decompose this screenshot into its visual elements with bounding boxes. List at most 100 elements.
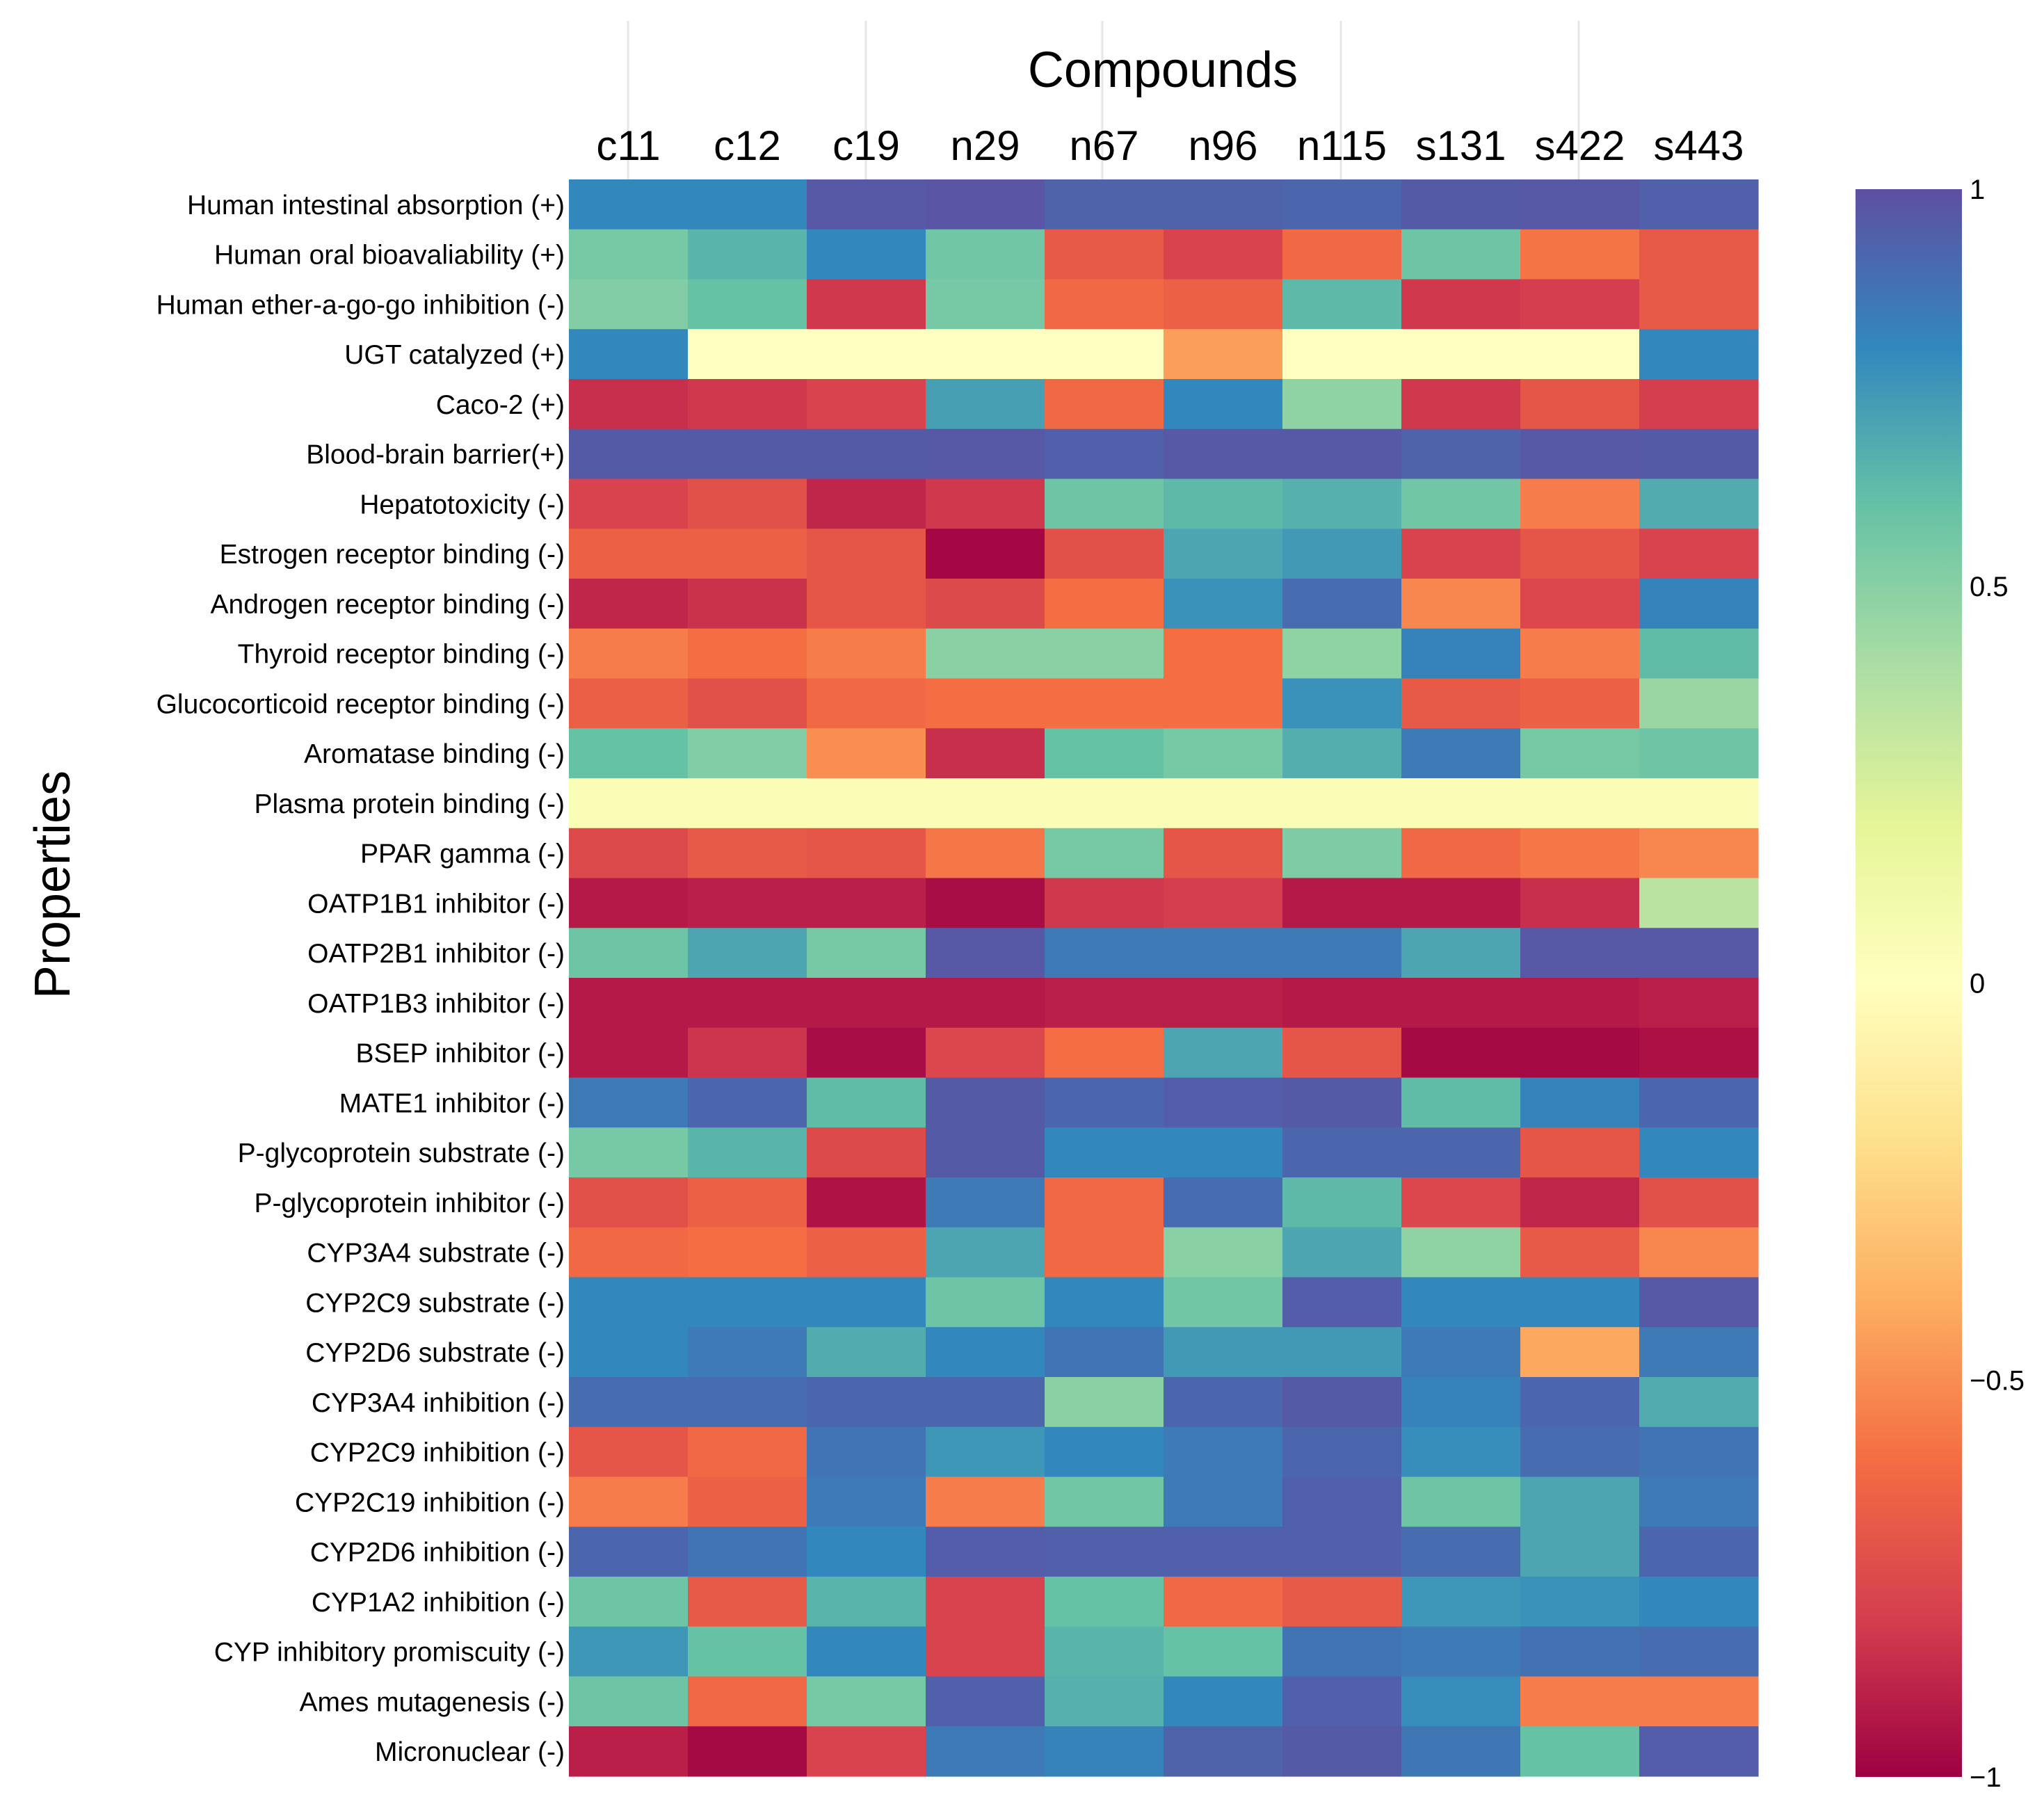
heatmap-cell bbox=[1282, 1626, 1402, 1677]
heatmap-cell bbox=[807, 878, 926, 928]
heatmap-cell bbox=[688, 628, 807, 679]
heatmap-cell bbox=[1164, 1377, 1283, 1428]
heatmap-cell bbox=[688, 1127, 807, 1178]
heatmap-cell bbox=[688, 1227, 807, 1278]
heatmap-cell bbox=[1520, 1676, 1640, 1727]
heatmap-cell bbox=[1164, 1577, 1283, 1627]
heatmap-cell bbox=[1282, 1426, 1402, 1478]
heatmap-cell bbox=[1282, 1476, 1402, 1527]
y-tick-label: Human ether-a-go-go inhibition (-) bbox=[156, 290, 565, 320]
heatmap-cell bbox=[1401, 279, 1521, 330]
heatmap-cell bbox=[688, 379, 807, 430]
heatmap-cell bbox=[1401, 1377, 1521, 1428]
heatmap-cell bbox=[1639, 1277, 1759, 1328]
y-tick-label: Human intestinal absorption (+) bbox=[187, 191, 565, 220]
heatmap-cell bbox=[1401, 878, 1521, 928]
heatmap-cell bbox=[688, 778, 807, 829]
heatmap-cell bbox=[1520, 379, 1640, 430]
heatmap-cell bbox=[1639, 1726, 1759, 1777]
heatmap-cell bbox=[688, 579, 807, 629]
y-tick-label: OATP1B1 inhibitor (-) bbox=[307, 889, 565, 919]
y-tick-label: CYP2C9 substrate (-) bbox=[305, 1288, 565, 1318]
heatmap-cell bbox=[1164, 1527, 1283, 1577]
heatmap-cell bbox=[807, 229, 926, 280]
heatmap-cell bbox=[1639, 1077, 1759, 1128]
heatmap-cell bbox=[1401, 1077, 1521, 1128]
heatmap-cell bbox=[1164, 1476, 1283, 1527]
heatmap-cell bbox=[1045, 379, 1164, 430]
y-tick-label: Androgen receptor binding (-) bbox=[211, 590, 565, 620]
heatmap-cell bbox=[688, 1027, 807, 1079]
heatmap-cell bbox=[688, 878, 807, 928]
heatmap-cell bbox=[1164, 579, 1283, 629]
heatmap-cell bbox=[926, 978, 1045, 1029]
heatmap-cell bbox=[1045, 179, 1164, 230]
heatmap-cell bbox=[1045, 828, 1164, 879]
heatmap-cell bbox=[1282, 628, 1402, 679]
y-tick-label: CYP2D6 substrate (-) bbox=[305, 1338, 565, 1368]
heatmap-cell bbox=[1520, 1227, 1640, 1278]
heatmap-cell bbox=[1282, 529, 1402, 579]
heatmap-cell bbox=[1164, 1277, 1283, 1328]
heatmap-cell bbox=[1520, 329, 1640, 380]
heatmap-cell bbox=[1520, 179, 1640, 230]
heatmap-cell bbox=[1045, 1527, 1164, 1577]
heatmap-cell bbox=[1639, 529, 1759, 579]
heatmap-cell bbox=[1520, 1077, 1640, 1128]
heatmap-cell bbox=[688, 1426, 807, 1478]
heatmap-cell bbox=[807, 828, 926, 879]
y-tick-label: P-glycoprotein inhibitor (-) bbox=[254, 1189, 565, 1218]
heatmap-cell bbox=[1520, 1426, 1640, 1478]
heatmap-cell bbox=[1639, 229, 1759, 280]
heatmap-cell bbox=[1282, 928, 1402, 979]
heatmap-cell bbox=[1282, 1377, 1402, 1428]
heatmap-cell bbox=[1045, 778, 1164, 829]
heatmap-cell bbox=[1639, 329, 1759, 380]
heatmap-cell bbox=[688, 229, 807, 280]
heatmap-cell bbox=[926, 1027, 1045, 1079]
heatmap-cell bbox=[1045, 1676, 1164, 1727]
heatmap-cell bbox=[1401, 1527, 1521, 1577]
heatmap-cell bbox=[1520, 828, 1640, 879]
heatmap-cell bbox=[1639, 478, 1759, 529]
heatmap-cell bbox=[1520, 878, 1640, 928]
heatmap-cell bbox=[1164, 229, 1283, 280]
y-tick-label: UGT catalyzed (+) bbox=[344, 340, 565, 370]
heatmap-cell bbox=[1164, 778, 1283, 829]
heatmap-cell bbox=[1639, 978, 1759, 1029]
heatmap-cell bbox=[1045, 978, 1164, 1029]
heatmap-cell bbox=[807, 1027, 926, 1079]
heatmap-cell bbox=[1045, 1476, 1164, 1527]
heatmap-cell bbox=[1639, 778, 1759, 829]
heatmap-cell bbox=[1401, 928, 1521, 979]
x-tick-label: n67 bbox=[1069, 122, 1138, 169]
heatmap-cell bbox=[1401, 728, 1521, 779]
y-tick-label: Thyroid receptor binding (-) bbox=[238, 640, 565, 670]
heatmap-cell bbox=[807, 678, 926, 729]
heatmap-cell bbox=[1401, 229, 1521, 280]
heatmap-cell bbox=[1401, 1676, 1521, 1727]
heatmap-cell bbox=[1401, 1626, 1521, 1677]
heatmap-cell bbox=[569, 478, 689, 529]
heatmap-cell bbox=[1639, 928, 1759, 979]
heatmap-cell bbox=[688, 529, 807, 579]
heatmap-cell bbox=[807, 179, 926, 230]
colorbar-tick-labels: 1 0.5 0 −0.5 −1 bbox=[1970, 175, 2025, 1793]
heatmap-cell bbox=[807, 1476, 926, 1527]
y-tick-labels: Human intestinal absorption (+) Human ora… bbox=[156, 191, 565, 1767]
heatmap-cell bbox=[807, 579, 926, 629]
heatmap-cell bbox=[1401, 978, 1521, 1029]
heatmap-cell bbox=[1401, 828, 1521, 879]
x-tick-label: n115 bbox=[1297, 122, 1387, 169]
heatmap-cell bbox=[926, 1127, 1045, 1178]
heatmap-cell bbox=[1045, 579, 1164, 629]
heatmap-cell bbox=[1639, 1027, 1759, 1079]
heatmap-cell bbox=[1520, 928, 1640, 979]
heatmap-cell bbox=[807, 478, 926, 529]
heatmap-cell bbox=[1639, 1177, 1759, 1228]
heatmap-cell bbox=[688, 728, 807, 779]
heatmap-cell bbox=[1639, 1127, 1759, 1178]
heatmap-cell bbox=[688, 428, 807, 480]
heatmap-cell bbox=[926, 1527, 1045, 1577]
